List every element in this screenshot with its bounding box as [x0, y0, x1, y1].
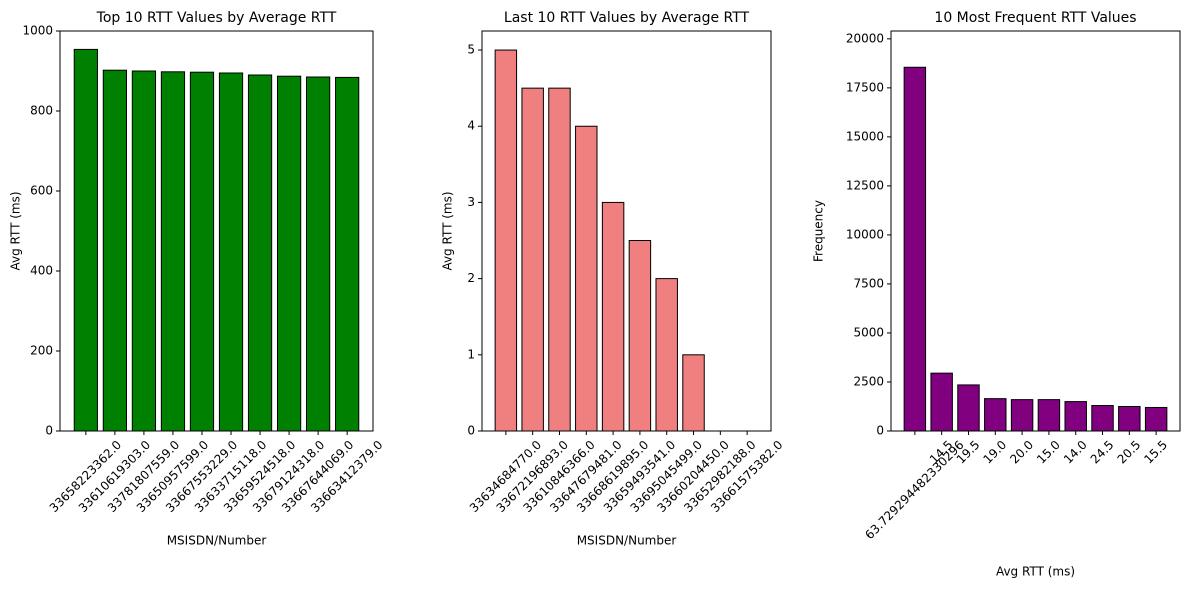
y-tick-label: 2 [467, 271, 475, 285]
x-axis-label: MSISDN/Number [577, 534, 677, 548]
bar [218, 72, 244, 432]
bar [548, 87, 571, 432]
y-tick-label: 12500 [846, 178, 884, 192]
y-tick-label: 1 [467, 347, 475, 361]
axes-frame [59, 30, 374, 432]
bar [1064, 401, 1087, 432]
x-tick-label: 15.0 [1034, 438, 1063, 467]
bar [1010, 399, 1034, 432]
chart-title: 10 Most Frequent RTT Values [934, 10, 1136, 26]
y-tick-label: 5000 [853, 325, 884, 339]
bar [521, 87, 544, 432]
x-tick-label: 15.5 [1141, 438, 1170, 467]
x-tick-label: 20.0 [1007, 438, 1036, 467]
bar [1091, 405, 1114, 432]
bar [189, 71, 215, 432]
x-tick-label: 63.729294482330296 [862, 438, 966, 542]
y-tick-label: 1000 [22, 24, 53, 38]
bar [655, 278, 678, 432]
y-tick-label: 3 [467, 195, 475, 209]
bar [102, 69, 127, 432]
bar [335, 76, 360, 432]
bar [306, 76, 331, 432]
y-tick-label: 7500 [853, 276, 884, 290]
x-axis-label: MSISDN/Number [167, 534, 267, 548]
y-tick-label: 20000 [846, 31, 884, 45]
y-tick-label: 0 [876, 424, 884, 438]
chart-title: Top 10 RTT Values by Average RTT [96, 10, 337, 26]
bar [575, 125, 598, 432]
x-tick-label: 19.0 [981, 438, 1010, 467]
bar [1037, 399, 1061, 432]
y-tick-label: 4 [467, 119, 475, 133]
chart-title: Last 10 RTT Values by Average RTT [504, 10, 750, 26]
bar [160, 71, 186, 432]
y-tick-label: 800 [30, 104, 53, 118]
bar [984, 398, 1007, 432]
y-axis-label: Avg RTT (ms) [441, 191, 455, 270]
y-tick-label: 200 [30, 344, 53, 358]
y-tick-label: 15000 [846, 129, 884, 143]
bar [930, 372, 953, 432]
y-tick-label: 2500 [853, 374, 884, 388]
bar [131, 70, 157, 432]
x-tick-label: 20.5 [1115, 438, 1144, 467]
bar [73, 48, 98, 432]
bar [957, 384, 980, 432]
bar [903, 66, 927, 432]
bar [247, 74, 273, 432]
y-tick-label: 17500 [846, 80, 884, 94]
bar [1144, 406, 1168, 432]
x-tick-label: 24.5 [1088, 438, 1117, 467]
x-axis-label: Avg RTT (ms) [996, 565, 1075, 579]
bar [628, 240, 652, 432]
bar [276, 75, 302, 432]
y-axis-label: Avg RTT (ms) [9, 191, 23, 270]
y-tick-label: 10000 [846, 227, 884, 241]
bar [601, 201, 625, 432]
y-tick-label: 0 [467, 424, 475, 438]
axes-frame [481, 30, 772, 432]
x-tick-label: 14.0 [1061, 438, 1090, 467]
axes-frame [890, 30, 1181, 432]
y-tick-label: 600 [30, 184, 53, 198]
bar [682, 354, 705, 432]
bar [1118, 405, 1141, 432]
bar [494, 49, 518, 432]
y-tick-label: 400 [30, 264, 53, 278]
y-axis-label: Frequency [812, 200, 826, 262]
y-tick-label: 5 [467, 43, 475, 57]
y-tick-label: 0 [45, 424, 53, 438]
